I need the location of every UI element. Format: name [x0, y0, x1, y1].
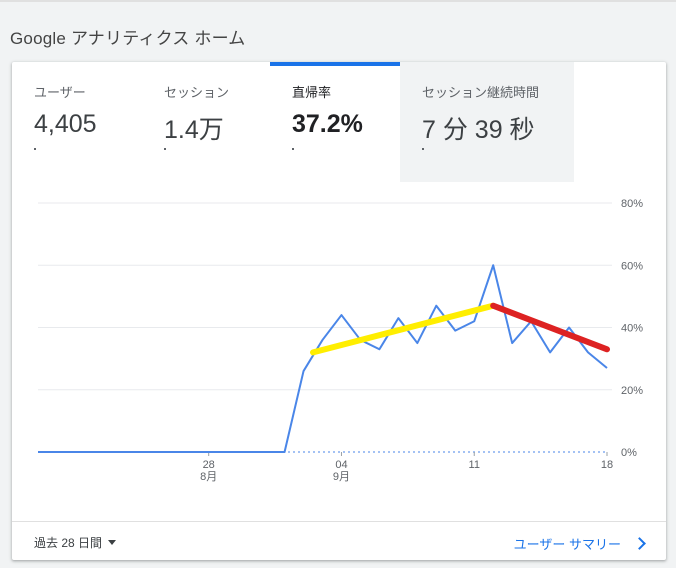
y-tick-label: 60% — [621, 260, 643, 272]
tab-users-change — [34, 148, 36, 150]
date-range-label: 過去 28 日間 — [34, 536, 103, 550]
tab-sessions-value: 1.4万 — [164, 116, 224, 144]
caret-down-icon — [108, 540, 117, 545]
tab-session-duration-change — [422, 148, 424, 150]
top-border — [0, 0, 676, 2]
metric-tabs: ユーザー 4,405 セッション 1.4万 直帰率 37.2% セッション継続時… — [12, 62, 666, 182]
x-tick-label: 11 — [469, 459, 480, 471]
tab-sessions[interactable]: セッション 1.4万 — [142, 62, 270, 182]
x-tick-label: 28 — [203, 459, 215, 471]
tab-sessions-change — [164, 148, 166, 150]
tab-sessions-label: セッション — [164, 85, 230, 100]
tab-bounce-rate-change — [292, 148, 294, 150]
x-tick-month-label: 8月 — [200, 471, 217, 483]
tab-bounce-rate-label: 直帰率 — [292, 85, 332, 100]
tab-users[interactable]: ユーザー 4,405 — [12, 62, 142, 182]
tab-bounce-rate-value: 37.2% — [292, 110, 363, 138]
date-range-dropdown[interactable]: 過去 28 日間 — [34, 534, 117, 551]
trend-line-down — [490, 302, 610, 353]
tab-session-duration[interactable]: セッション継続時間 7 分 39 秒 — [400, 62, 574, 182]
tab-session-duration-value: 7 分 39 秒 — [422, 116, 535, 144]
trend-line-up — [310, 302, 497, 356]
footer-divider — [12, 521, 666, 522]
y-tick-label: 20% — [621, 385, 643, 397]
x-tick-month-label: 9月 — [333, 471, 350, 483]
x-tick-label: 04 — [335, 459, 347, 471]
chevron-right-icon — [633, 537, 646, 550]
y-tick-label: 80% — [621, 198, 643, 210]
page-title: Google アナリティクス ホーム — [10, 29, 246, 48]
y-tick-label: 40% — [621, 323, 643, 335]
tab-users-value: 4,405 — [34, 110, 97, 138]
tab-session-duration-label: セッション継続時間 — [422, 85, 540, 100]
tab-bounce-rate[interactable]: 直帰率 37.2% — [270, 62, 400, 182]
x-tick-label: 18 — [601, 459, 613, 471]
home-card: ユーザー 4,405 セッション 1.4万 直帰率 37.2% セッション継続時… — [12, 62, 666, 560]
y-tick-label: 0% — [621, 447, 637, 459]
tab-users-label: ユーザー — [34, 85, 86, 100]
bounce-rate-line — [38, 264, 608, 453]
user-summary-link[interactable]: ユーザー サマリー — [513, 534, 646, 553]
user-summary-label: ユーザー サマリー — [513, 537, 621, 552]
